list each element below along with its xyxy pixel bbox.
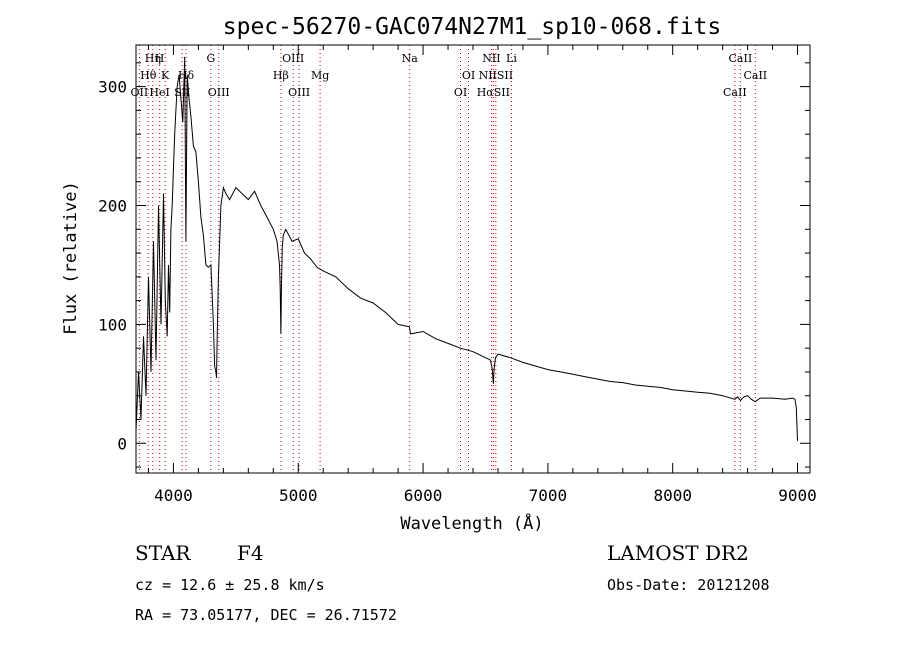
obs-date: Obs-Date: 20121208	[607, 576, 770, 594]
plot-frame	[135, 44, 811, 474]
line-label: OII	[131, 86, 149, 99]
coordinates: RA = 73.05177, DEC = 26.71572	[135, 606, 397, 624]
line-label: Hθ	[140, 69, 157, 82]
x-tick-label: 9000	[778, 486, 817, 505]
line-label: Hβ	[273, 69, 289, 82]
line-label: Hη	[145, 52, 161, 65]
x-axis: 4000 5000 6000 7000 8000 9000	[147, 45, 817, 505]
line-label: CaII	[743, 69, 767, 82]
line-label: OIII	[282, 52, 304, 65]
y-tick-label: 300	[98, 78, 127, 97]
x-tick-label: 8000	[653, 486, 692, 505]
line-label: OI	[462, 69, 475, 82]
footer-info: STAR F4 LAMOST DR2 cz = 12.6 ± 25.8 km/s…	[135, 541, 770, 624]
line-label: K	[161, 69, 170, 82]
line-label: H	[155, 52, 165, 65]
line-label: Na	[402, 52, 419, 65]
y-axis: 0 100 200 300	[98, 62, 810, 468]
line-label: G	[206, 52, 215, 65]
spectrum-line	[135, 56, 798, 441]
y-tick-label: 0	[117, 434, 127, 453]
survey-name: LAMOST DR2	[607, 541, 749, 565]
line-label: OIII	[288, 86, 310, 99]
line-label: Hδ	[178, 69, 195, 82]
x-tick-label: 5000	[279, 486, 318, 505]
line-label: CaII	[723, 86, 747, 99]
line-label: SII	[174, 86, 190, 99]
line-label: OIII	[208, 86, 230, 99]
line-label: NIISII	[479, 69, 514, 82]
object-class: STAR	[135, 541, 191, 565]
line-label: NII	[482, 52, 500, 65]
x-tick-label: 4000	[154, 486, 193, 505]
line-label: CaII	[729, 52, 753, 65]
chart-title: spec-56270-GAC074N27M1_sp10-068.fits	[223, 14, 722, 40]
y-tick-label: 200	[98, 197, 127, 216]
x-axis-label: Wavelength (Å)	[400, 512, 543, 534]
y-axis-label: Flux (relative)	[61, 181, 81, 335]
x-tick-label: 7000	[529, 486, 568, 505]
spectral-line-markers	[138, 45, 756, 473]
redshift-info: cz = 12.6 ± 25.8 km/s	[135, 576, 325, 594]
y-tick-label: 100	[98, 315, 127, 334]
line-label: Mg	[311, 69, 329, 82]
line-label: OI	[454, 86, 467, 99]
line-label: HαSII	[477, 86, 510, 99]
x-tick-label: 6000	[404, 486, 443, 505]
line-label: Li	[506, 52, 517, 65]
line-label: HeI	[149, 86, 169, 99]
object-subclass: F4	[237, 541, 264, 565]
